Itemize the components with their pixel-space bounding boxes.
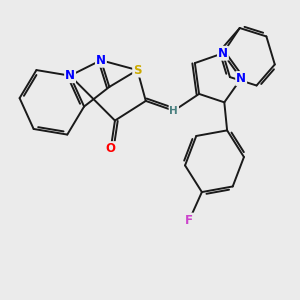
Text: N: N: [65, 69, 75, 82]
Text: N: N: [218, 47, 228, 60]
Text: N: N: [236, 72, 246, 85]
Text: H: H: [169, 106, 178, 116]
Text: S: S: [133, 64, 142, 76]
Text: N: N: [96, 54, 106, 67]
Text: F: F: [185, 214, 193, 226]
Text: O: O: [106, 142, 116, 155]
